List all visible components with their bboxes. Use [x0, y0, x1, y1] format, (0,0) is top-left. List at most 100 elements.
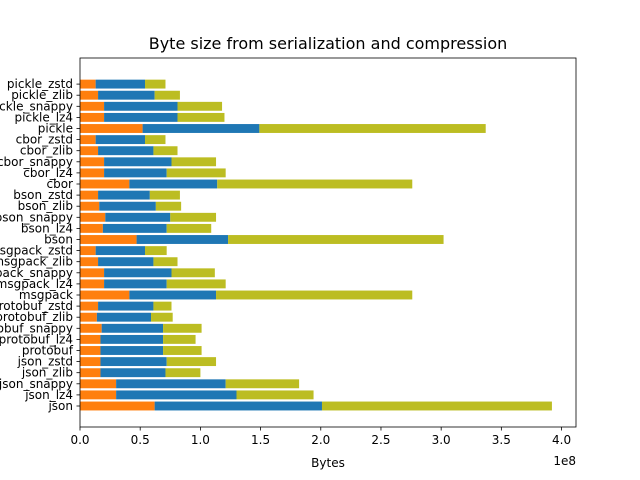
bar-segment-msgpack_snappy-2 [171, 268, 215, 278]
bar-segment-bson_lz4-1 [102, 223, 167, 233]
bar-segment-cbor_lz4-2 [166, 168, 226, 178]
bar-segment-cbor_lz4-1 [104, 168, 167, 178]
y-tick-label: json_lz4 [24, 388, 73, 402]
bar-segment-json_lz4-1 [116, 390, 237, 400]
bar-segment-protobuf_zstd-0 [80, 301, 99, 311]
y-tick-label: cbor_snappy [0, 155, 73, 169]
x-tick-label: 4.0 [552, 433, 571, 447]
bar-segment-json_lz4-2 [236, 390, 314, 400]
y-tick-label: msgpack [19, 288, 73, 302]
y-tick-label: bson_lz4 [21, 221, 73, 235]
y-tick-label: protobuf_zstd [0, 299, 73, 313]
bar-segment-msgpack_snappy-0 [80, 268, 105, 278]
bar-segment-protobuf-1 [100, 346, 164, 355]
y-tick-label: protobuf [22, 344, 74, 358]
bar-segment-pickle_zlib-2 [154, 90, 180, 100]
bar-segment-json-1 [154, 401, 322, 411]
y-tick-label: pickle_zstd [7, 77, 73, 91]
x-ticks-layer: 0.0 0.5 1.0 1.5 2.0 2.5 3.0 3.5 4.0 [70, 427, 571, 447]
bar-segment-pickle_zstd-2 [145, 79, 166, 89]
y-tick-label: cbor_lz4 [23, 166, 73, 180]
chart-title: Byte size from serialization and compres… [149, 34, 508, 53]
y-tick-label: json_zlib [21, 366, 73, 380]
plot-frame [79, 57, 577, 428]
bar-segment-pickle_zstd-0 [80, 79, 96, 89]
bar-segment-bson_snappy-0 [80, 212, 106, 222]
bar-segment-bson-0 [80, 235, 137, 244]
bar-segment-protobuf_snappy-0 [80, 323, 102, 333]
bar-segment-bson-2 [228, 235, 444, 244]
y-tick-label: cbor_zlib [20, 144, 73, 158]
y-tick-label: json_zstd [17, 355, 73, 369]
x-tick-label: 2.5 [371, 433, 390, 447]
bar-segment-bson_zstd-2 [149, 190, 180, 200]
bar-segment-cbor_zstd-2 [145, 135, 166, 145]
y-tick-label: bson_zstd [13, 188, 73, 202]
y-tick-label: msgpack_snappy [0, 266, 73, 280]
bar-segment-cbor_snappy-2 [171, 157, 217, 167]
x-tick-label: 2.0 [311, 433, 330, 447]
bar-segment-bson-1 [136, 235, 229, 244]
y-tick-label: msgpack_zlib [0, 255, 73, 269]
bar-segment-json_snappy-0 [80, 379, 117, 389]
bar-segment-cbor_zlib-0 [80, 146, 99, 156]
bar-segment-bson_zstd-0 [80, 190, 99, 200]
bar-segment-pickle-0 [80, 124, 143, 133]
x-tick-label: 3.5 [492, 433, 511, 447]
y-tick-label: pickle_zlib [11, 88, 73, 102]
bar-segment-protobuf_snappy-2 [163, 323, 202, 333]
bar-segment-protobuf-0 [80, 346, 101, 355]
bar-segment-pickle_zstd-1 [95, 79, 146, 89]
y-tick-label: protobuf_lz4 [0, 332, 73, 346]
x-tick-label: 0.0 [70, 433, 89, 447]
bar-segment-json-0 [80, 401, 155, 411]
bar-segment-pickle_zlib-1 [98, 90, 155, 100]
bar-segment-cbor-2 [217, 179, 413, 189]
bar-segment-pickle_lz4-2 [177, 112, 225, 122]
y-tick-label: bson_snappy [0, 210, 73, 224]
bar-segment-bson_zlib-0 [80, 201, 100, 211]
bar-segment-json-2 [321, 401, 552, 411]
bar-segment-bson_lz4-2 [166, 223, 212, 233]
y-tick-label: msgpack_lz4 [0, 277, 73, 291]
y-tick-label: bson_zlib [18, 199, 73, 213]
bar-segment-msgpack_zstd-2 [145, 246, 167, 256]
bar-segment-protobuf_zlib-0 [80, 312, 97, 322]
bar-segment-pickle_lz4-1 [104, 112, 178, 122]
y-tick-label: pickle [38, 122, 73, 136]
bar-segment-pickle_snappy-1 [104, 101, 178, 111]
y-tick-label: pickle_lz4 [15, 110, 73, 124]
bar-segment-protobuf-2 [163, 346, 202, 355]
bar-segment-protobuf_lz4-1 [100, 334, 164, 344]
bar-segment-cbor_lz4-0 [80, 168, 105, 178]
bar-segment-cbor-1 [129, 179, 218, 189]
bar-segment-msgpack_lz4-0 [80, 279, 105, 289]
y-tick-label: protobuf_snappy [0, 321, 73, 335]
bar-segment-msgpack_snappy-1 [104, 268, 172, 278]
bar-segment-protobuf_snappy-1 [101, 323, 164, 333]
bar-segment-json_lz4-0 [80, 390, 117, 400]
bar-segment-json_zlib-1 [100, 368, 166, 378]
bar-segment-json_zlib-2 [165, 368, 201, 378]
bar-segment-protobuf_lz4-2 [163, 334, 196, 344]
y-tick-label: protobuf_zlib [0, 310, 73, 324]
bar-segment-bson_snappy-2 [170, 212, 217, 222]
bar-segment-msgpack-2 [216, 290, 413, 300]
bar-segment-bson_lz4-0 [80, 223, 103, 233]
bar-segment-cbor_zlib-1 [98, 146, 154, 156]
y-tick-label: json_snappy [0, 377, 73, 391]
bar-segment-pickle_snappy-2 [177, 101, 223, 111]
bar-segment-json_snappy-1 [116, 379, 226, 389]
bar-segment-json_zstd-2 [166, 357, 217, 367]
y-tick-label: cbor [47, 177, 74, 191]
x-tick-label: 3.0 [432, 433, 451, 447]
bar-segment-msgpack_zlib-2 [153, 257, 178, 267]
bar-segment-protobuf_zlib-2 [151, 312, 173, 322]
x-tick-label: 1.5 [251, 433, 270, 447]
x-tick-label: 0.5 [131, 433, 150, 447]
y-tick-label: pickle_snappy [0, 99, 73, 113]
bar-segment-protobuf_zstd-1 [98, 301, 154, 311]
y-tick-label: msgpack_zstd [0, 244, 73, 258]
